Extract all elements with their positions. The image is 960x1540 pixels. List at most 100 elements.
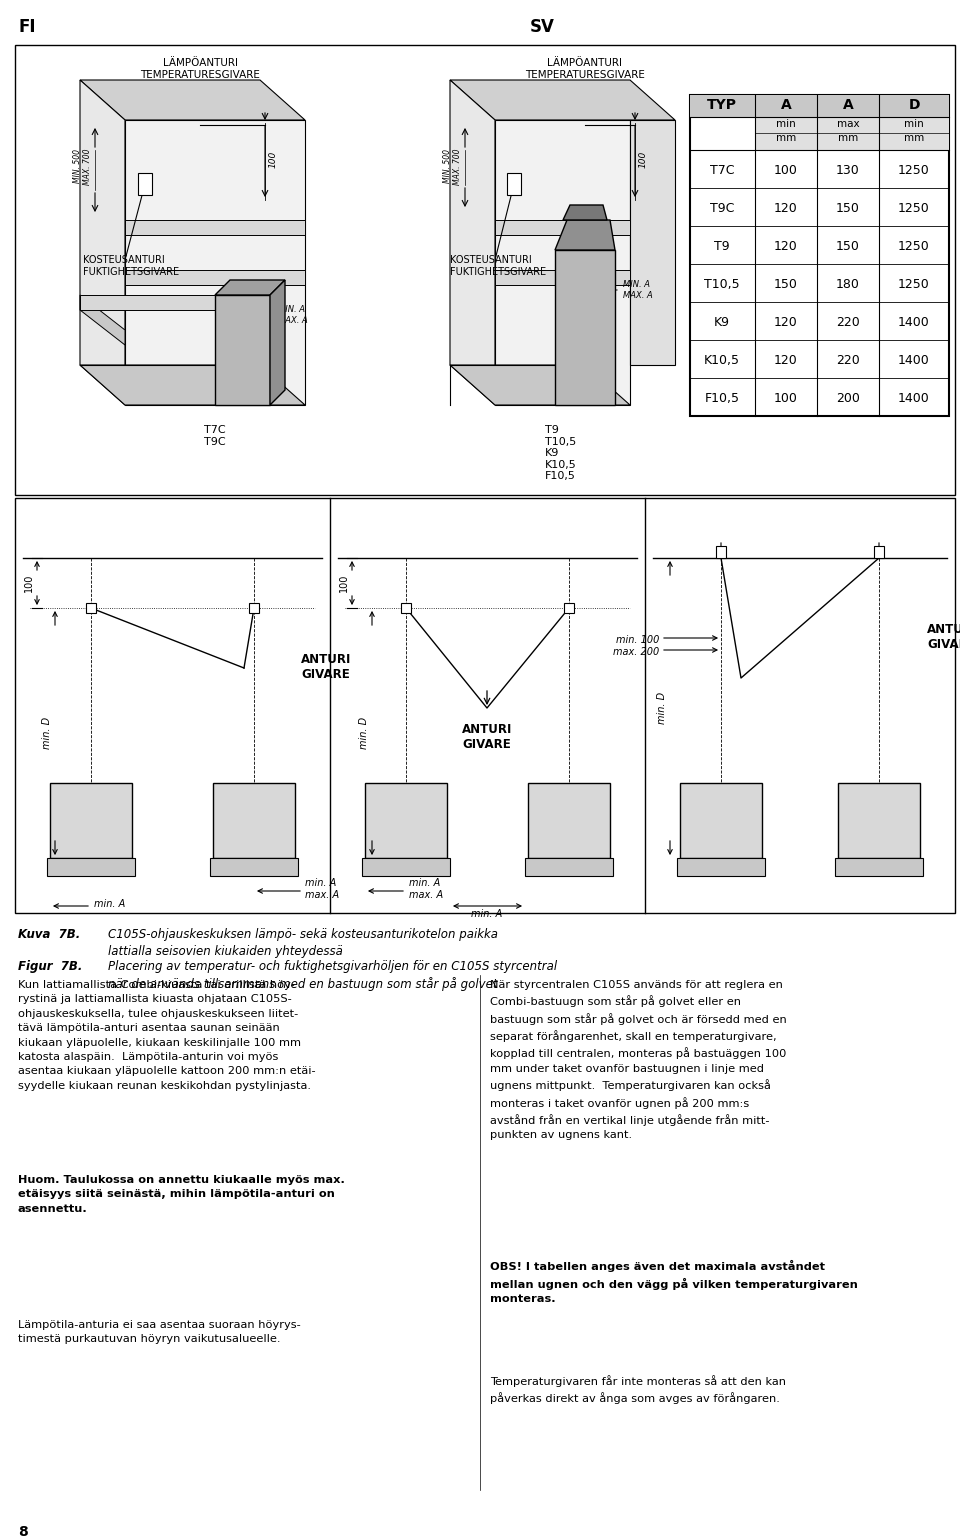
Bar: [838, 782, 920, 858]
Text: F10,5: F10,5: [705, 393, 739, 405]
Text: LÄMPÖANTURI
TEMPERATURESGIVARE: LÄMPÖANTURI TEMPERATURESGIVARE: [140, 59, 260, 80]
Text: 200: 200: [836, 393, 860, 405]
Text: mm: mm: [904, 132, 924, 143]
Polygon shape: [495, 120, 630, 405]
Text: min. A: min. A: [471, 909, 503, 919]
Text: MIN. A
MAX. A: MIN. A MAX. A: [278, 305, 308, 325]
Text: max: max: [837, 119, 859, 129]
Text: min. D: min. D: [42, 718, 52, 748]
Text: 1250: 1250: [899, 240, 930, 253]
Bar: [564, 604, 574, 613]
Text: 1250: 1250: [899, 279, 930, 291]
Text: T9
T10,5
K9
K10,5
F10,5: T9 T10,5 K9 K10,5 F10,5: [545, 425, 577, 482]
Text: min. A
max. A: min. A max. A: [305, 878, 339, 899]
Text: 220: 220: [836, 316, 860, 330]
Bar: [525, 858, 613, 876]
Polygon shape: [215, 280, 285, 296]
Text: Figur  7B.: Figur 7B.: [18, 959, 83, 973]
Text: A: A: [843, 99, 853, 112]
Text: C105S-ohjauskeskuksen lämpö- sekä kosteusanturikotelon paikka
lattialla seisovie: C105S-ohjauskeskuksen lämpö- sekä kosteu…: [108, 929, 498, 958]
Bar: [365, 782, 447, 858]
Text: mm: mm: [838, 132, 858, 143]
Text: MIN. 500
MAX. 700: MIN. 500 MAX. 700: [443, 149, 462, 185]
Bar: [507, 172, 521, 196]
Bar: [680, 782, 762, 858]
Text: ANTURI
GIVARE: ANTURI GIVARE: [927, 624, 960, 651]
Bar: [210, 858, 298, 876]
Polygon shape: [450, 80, 495, 405]
Text: T10,5: T10,5: [705, 279, 740, 291]
Text: ANTURI
GIVARE: ANTURI GIVARE: [301, 653, 351, 681]
Polygon shape: [125, 220, 305, 236]
Text: 1400: 1400: [899, 354, 930, 367]
Text: KOSTEUSANTURI
FUKTIGHETSGIVARE: KOSTEUSANTURI FUKTIGHETSGIVARE: [450, 256, 546, 277]
Text: 100: 100: [774, 393, 798, 405]
Bar: [874, 547, 884, 557]
Text: Placering av temperatur- och fuktighetsgivarhöljen för en C105S styrcentral
när : Placering av temperatur- och fuktighetsg…: [108, 959, 557, 992]
Text: T9: T9: [714, 240, 730, 253]
Text: 150: 150: [836, 202, 860, 216]
Bar: [755, 117, 949, 149]
Bar: [249, 604, 259, 613]
Polygon shape: [80, 365, 305, 405]
Bar: [677, 858, 765, 876]
Text: A: A: [780, 99, 791, 112]
Text: 1400: 1400: [899, 316, 930, 330]
Polygon shape: [80, 80, 125, 405]
Text: min. A: min. A: [94, 899, 125, 909]
Polygon shape: [80, 80, 305, 120]
Text: Huom. Taulukossa on annettu kiukaalle myös max.
etäisyys siitä seinästä, mihin l: Huom. Taulukossa on annettu kiukaalle my…: [18, 1175, 345, 1214]
Bar: [528, 782, 610, 858]
Text: min. 100: min. 100: [615, 634, 659, 645]
Polygon shape: [125, 120, 305, 405]
Bar: [401, 604, 411, 613]
Polygon shape: [125, 270, 305, 285]
Text: K10,5: K10,5: [704, 354, 740, 367]
Text: 1250: 1250: [899, 163, 930, 177]
Bar: [555, 249, 615, 405]
Text: TYP: TYP: [707, 99, 737, 112]
Text: LÄMPÖANTURI
TEMPERATURESGIVARE: LÄMPÖANTURI TEMPERATURESGIVARE: [525, 59, 645, 80]
Bar: [835, 858, 923, 876]
Text: MIN. A
MAX. A: MIN. A MAX. A: [623, 280, 653, 300]
Text: 100: 100: [339, 574, 349, 593]
Text: T7C: T7C: [709, 163, 734, 177]
Text: min. D: min. D: [657, 691, 667, 724]
Bar: [47, 858, 135, 876]
Text: 120: 120: [774, 316, 798, 330]
Text: SV: SV: [530, 18, 555, 35]
Bar: [690, 95, 949, 416]
Bar: [690, 95, 949, 117]
Text: 180: 180: [836, 279, 860, 291]
Polygon shape: [555, 220, 615, 249]
Text: 1250: 1250: [899, 202, 930, 216]
Text: Lämpötila-anturia ei saa asentaa suoraan höyrys-
timestä purkautuvan höyryn vaik: Lämpötila-anturia ei saa asentaa suoraan…: [18, 1320, 300, 1344]
Text: Kuva  7B.: Kuva 7B.: [18, 929, 81, 941]
Polygon shape: [563, 205, 607, 220]
Text: min: min: [904, 119, 924, 129]
Polygon shape: [495, 270, 630, 285]
Text: ANTURI
GIVARE: ANTURI GIVARE: [462, 722, 513, 752]
Text: MIN. 500
MAX. 700: MIN. 500 MAX. 700: [73, 149, 92, 185]
Text: 150: 150: [836, 240, 860, 253]
Text: 120: 120: [774, 354, 798, 367]
Text: K9: K9: [714, 316, 730, 330]
Text: När styrcentralen C105S används för att reglera en
Combi-bastuugn som står på go: När styrcentralen C105S används för att …: [490, 979, 787, 1140]
Polygon shape: [80, 296, 125, 345]
Text: 150: 150: [774, 279, 798, 291]
Text: 100: 100: [774, 163, 798, 177]
Text: 1400: 1400: [899, 393, 930, 405]
Polygon shape: [630, 120, 675, 365]
Bar: [86, 604, 96, 613]
Polygon shape: [495, 220, 630, 236]
Text: max. 200: max. 200: [612, 647, 659, 658]
Bar: [215, 296, 270, 405]
Polygon shape: [270, 280, 285, 405]
Polygon shape: [80, 296, 260, 310]
Text: 100: 100: [24, 574, 34, 593]
Text: T7C
T9C: T7C T9C: [204, 425, 226, 447]
Bar: [15, 45, 955, 494]
Text: min: min: [776, 119, 796, 129]
Polygon shape: [450, 365, 630, 405]
Text: OBS! I tabellen anges även det maximala avståndet
mellan ugnen och den vägg på v: OBS! I tabellen anges även det maximala …: [490, 1260, 858, 1304]
